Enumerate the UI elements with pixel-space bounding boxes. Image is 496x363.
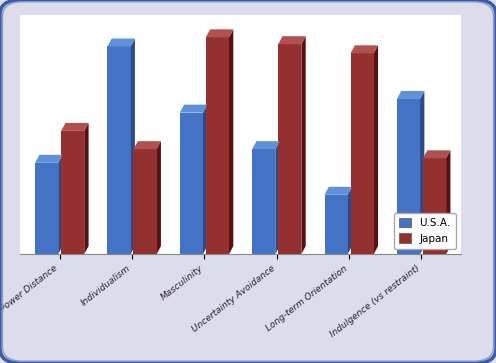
Bar [206,37,229,254]
Polygon shape [252,141,280,149]
Bar [278,44,302,254]
Polygon shape [84,123,89,254]
Polygon shape [397,91,425,99]
Polygon shape [351,45,378,53]
Polygon shape [133,141,161,149]
Polygon shape [420,91,425,254]
Bar [351,53,373,254]
Polygon shape [229,29,233,254]
Polygon shape [58,155,62,254]
Bar [397,99,420,254]
Polygon shape [302,36,306,254]
Bar [108,46,130,254]
Polygon shape [130,38,135,254]
Polygon shape [324,187,352,195]
Bar [324,195,348,254]
Polygon shape [423,150,450,158]
Polygon shape [61,123,89,131]
Polygon shape [203,105,207,254]
Polygon shape [108,38,135,46]
Bar [252,149,275,254]
Polygon shape [275,141,280,254]
Bar [61,131,84,254]
Polygon shape [180,105,207,113]
Polygon shape [373,45,378,254]
Polygon shape [446,150,450,254]
Polygon shape [278,36,306,44]
Bar [423,158,446,254]
Bar [35,163,58,254]
Bar [133,149,157,254]
Polygon shape [35,155,62,163]
Legend: U.S.A., Japan: U.S.A., Japan [393,213,456,249]
Polygon shape [157,141,161,254]
Bar [180,113,203,254]
Polygon shape [206,29,233,37]
Polygon shape [348,187,352,254]
